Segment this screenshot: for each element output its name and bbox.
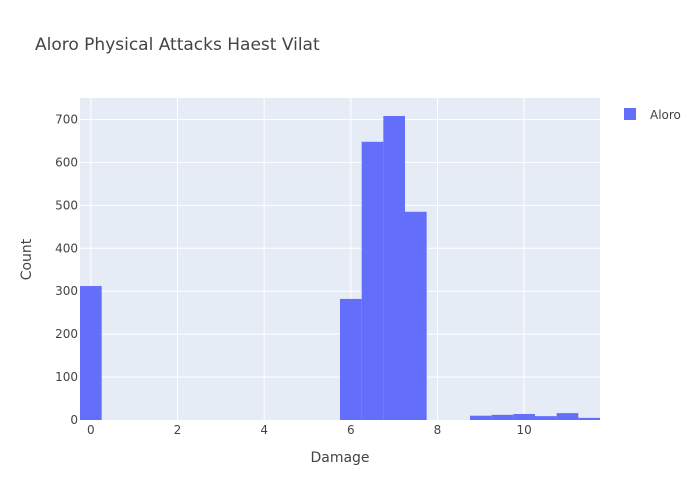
x-tick-label: 4 <box>260 423 268 437</box>
y-tick-label: 700 <box>55 112 78 126</box>
y-tick-label: 200 <box>55 327 78 341</box>
x-tick-label: 0 <box>87 423 95 437</box>
y-tick-label: 400 <box>55 241 78 255</box>
y-axis-title: Count <box>19 238 35 280</box>
histogram-bar[interactable] <box>578 417 600 420</box>
histogram-bar[interactable] <box>470 415 492 420</box>
x-axis-title: Damage <box>310 450 369 466</box>
legend-label[interactable]: Aloro <box>650 108 681 122</box>
histogram-bar[interactable] <box>556 413 579 420</box>
x-tick-label: 6 <box>347 423 355 437</box>
y-tick-label: 0 <box>70 413 78 427</box>
chart-title: Aloro Physical Attacks Haest Vilat <box>35 35 320 55</box>
histogram-bar[interactable] <box>535 416 557 420</box>
y-tick-label: 300 <box>55 284 78 298</box>
legend[interactable]: Aloro <box>624 108 681 122</box>
y-tick-label: 100 <box>55 370 78 384</box>
histogram-bar[interactable] <box>513 413 535 420</box>
histogram-bar[interactable] <box>491 414 514 420</box>
x-tick-label: 10 <box>517 423 532 437</box>
histogram-bar[interactable] <box>383 116 405 421</box>
y-tick-label: 600 <box>55 155 78 169</box>
x-tick-label: 2 <box>174 423 182 437</box>
histogram-bar[interactable] <box>405 211 427 420</box>
x-axis-ticks: 0 2 4 6 8 10 <box>87 423 532 437</box>
histogram-bar[interactable] <box>361 141 384 421</box>
histogram-bar[interactable] <box>80 286 102 420</box>
x-tick-label: 8 <box>434 423 442 437</box>
bars <box>80 116 600 421</box>
y-tick-label: 500 <box>55 198 78 212</box>
y-axis-ticks: 0 100 200 300 400 500 600 700 <box>55 112 78 427</box>
legend-swatch[interactable] <box>624 108 636 120</box>
histogram-bar[interactable] <box>340 298 362 420</box>
